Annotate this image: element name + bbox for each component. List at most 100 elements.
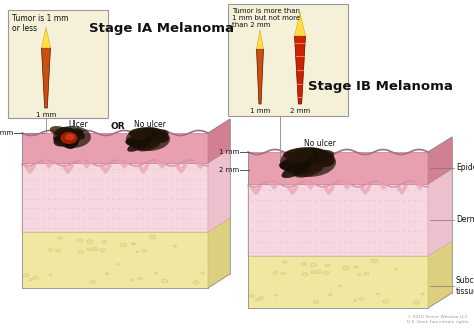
Ellipse shape <box>125 139 147 148</box>
Text: No ulcer: No ulcer <box>134 120 166 129</box>
Ellipse shape <box>55 249 61 252</box>
Text: 2 mm: 2 mm <box>219 167 239 173</box>
Text: Dermis: Dermis <box>456 215 474 224</box>
Ellipse shape <box>354 266 357 268</box>
Text: Subcutaneous
tissue: Subcutaneous tissue <box>456 276 474 296</box>
Polygon shape <box>208 119 230 163</box>
Ellipse shape <box>376 293 379 295</box>
Ellipse shape <box>310 271 316 274</box>
Ellipse shape <box>60 128 83 142</box>
Ellipse shape <box>29 279 33 281</box>
Ellipse shape <box>273 272 277 274</box>
Ellipse shape <box>77 239 82 242</box>
Polygon shape <box>248 152 428 184</box>
Ellipse shape <box>61 136 76 149</box>
Ellipse shape <box>149 235 156 239</box>
Ellipse shape <box>155 272 158 274</box>
Ellipse shape <box>255 299 259 301</box>
Ellipse shape <box>133 243 136 245</box>
Ellipse shape <box>173 245 177 247</box>
Ellipse shape <box>58 237 63 239</box>
Ellipse shape <box>142 249 147 252</box>
Ellipse shape <box>394 268 398 270</box>
Ellipse shape <box>343 266 349 270</box>
Ellipse shape <box>137 277 142 280</box>
Polygon shape <box>208 149 230 232</box>
Ellipse shape <box>62 128 75 138</box>
Ellipse shape <box>302 273 308 276</box>
Ellipse shape <box>258 297 264 300</box>
Ellipse shape <box>135 132 162 146</box>
Ellipse shape <box>142 127 169 143</box>
Ellipse shape <box>57 132 78 143</box>
Ellipse shape <box>62 134 80 146</box>
Ellipse shape <box>358 274 361 276</box>
Text: Tumor is 1 mm
or less: Tumor is 1 mm or less <box>12 14 69 33</box>
Polygon shape <box>428 241 452 308</box>
Polygon shape <box>42 48 51 108</box>
Ellipse shape <box>90 280 95 283</box>
Ellipse shape <box>354 300 356 302</box>
Ellipse shape <box>282 161 311 178</box>
Ellipse shape <box>274 294 277 296</box>
Text: 1 mm: 1 mm <box>0 130 13 136</box>
Ellipse shape <box>355 267 358 268</box>
Ellipse shape <box>142 133 167 148</box>
Ellipse shape <box>137 141 160 151</box>
Ellipse shape <box>61 132 78 144</box>
Ellipse shape <box>310 263 317 267</box>
Ellipse shape <box>301 263 307 266</box>
Ellipse shape <box>100 248 105 251</box>
Ellipse shape <box>301 154 332 174</box>
Ellipse shape <box>201 272 204 274</box>
Text: 1 mm: 1 mm <box>36 112 56 118</box>
Ellipse shape <box>316 270 322 274</box>
Ellipse shape <box>421 293 425 295</box>
Ellipse shape <box>102 241 107 243</box>
Polygon shape <box>294 36 306 104</box>
Polygon shape <box>256 49 264 104</box>
Ellipse shape <box>291 153 326 170</box>
Ellipse shape <box>161 279 168 283</box>
Ellipse shape <box>54 134 78 142</box>
Polygon shape <box>22 218 230 232</box>
Ellipse shape <box>325 264 330 267</box>
Ellipse shape <box>92 247 98 251</box>
Polygon shape <box>22 133 208 163</box>
Ellipse shape <box>283 261 287 263</box>
Ellipse shape <box>54 135 71 147</box>
Ellipse shape <box>280 147 336 177</box>
Polygon shape <box>248 256 428 308</box>
Polygon shape <box>42 27 51 48</box>
Text: © 2019 Terese Winslow LLC
U.S. Govt. has certain rights: © 2019 Terese Winslow LLC U.S. Govt. has… <box>407 315 468 324</box>
Text: No ulcer: No ulcer <box>304 139 336 148</box>
Ellipse shape <box>126 127 170 151</box>
Polygon shape <box>428 137 452 184</box>
Text: Stage IA Melanoma: Stage IA Melanoma <box>90 22 235 35</box>
Text: Tumor is more than
1 mm but not more
than 2 mm: Tumor is more than 1 mm but not more tha… <box>232 8 300 28</box>
Ellipse shape <box>339 285 342 287</box>
Ellipse shape <box>281 272 285 275</box>
Ellipse shape <box>360 298 365 300</box>
Ellipse shape <box>23 274 29 277</box>
Ellipse shape <box>371 259 378 263</box>
Ellipse shape <box>364 272 369 275</box>
Ellipse shape <box>87 248 92 251</box>
Ellipse shape <box>136 251 139 253</box>
Ellipse shape <box>279 161 307 173</box>
Ellipse shape <box>65 137 79 148</box>
Ellipse shape <box>137 141 150 149</box>
Ellipse shape <box>105 273 109 275</box>
Polygon shape <box>248 241 452 256</box>
Ellipse shape <box>128 128 157 138</box>
Ellipse shape <box>328 293 332 296</box>
Ellipse shape <box>294 150 319 165</box>
Ellipse shape <box>58 128 75 135</box>
FancyBboxPatch shape <box>8 10 108 118</box>
Ellipse shape <box>120 243 127 247</box>
Text: OR: OR <box>111 122 125 131</box>
Ellipse shape <box>33 276 38 279</box>
Ellipse shape <box>323 271 329 274</box>
Ellipse shape <box>249 294 255 298</box>
Ellipse shape <box>283 148 319 160</box>
